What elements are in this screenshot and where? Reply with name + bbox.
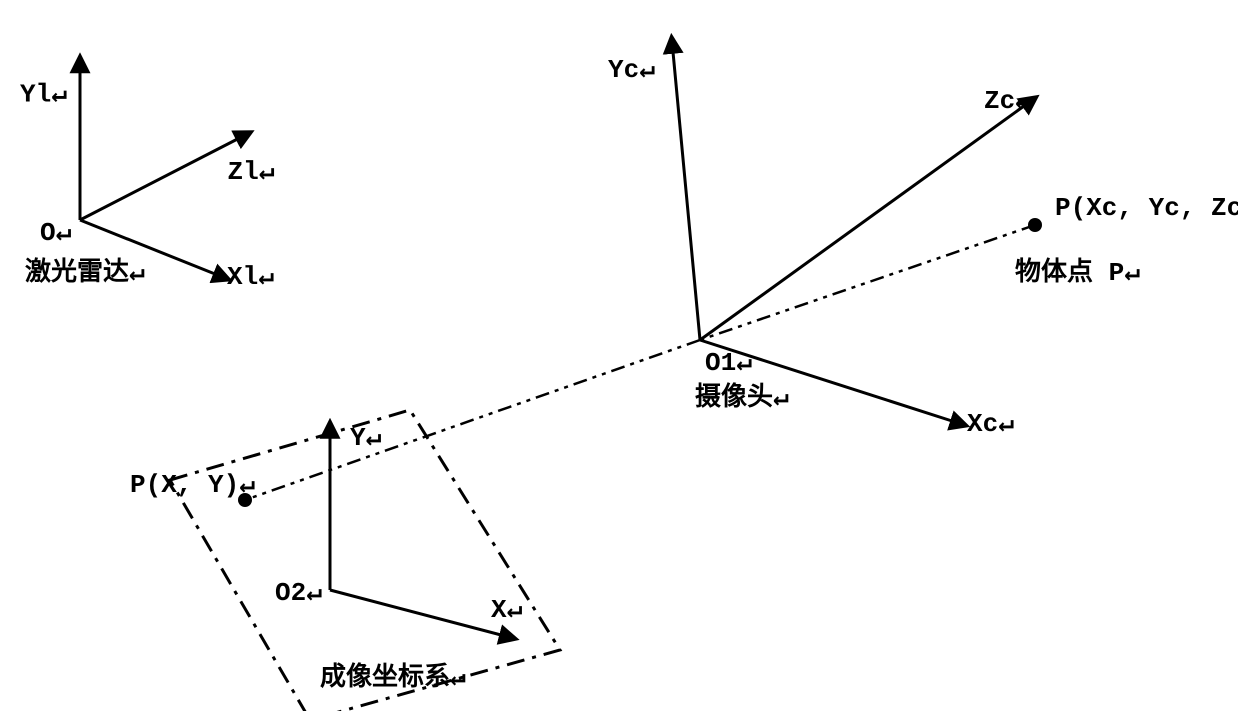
camera-axis-z-label: Zc↵	[984, 86, 1031, 116]
camera-axis-z	[700, 106, 1024, 340]
lidar-axis-z-label: Zl↵	[228, 157, 275, 187]
lidar-origin-label: O↵	[40, 218, 72, 248]
camera-axis-x-label: Xc↵	[967, 409, 1014, 439]
image-origin-label: O2↵	[275, 578, 322, 608]
camera-axis-y-label: Yc↵	[608, 55, 655, 85]
image-axis-x-label: X↵	[491, 595, 523, 625]
image-axis-x	[330, 590, 501, 635]
lidar-axis-z	[80, 139, 238, 220]
projection-ray-world	[700, 225, 1035, 340]
image-axis-y-label: Y↵	[350, 423, 382, 453]
lidar-axis-y-label: Yl↵	[20, 80, 67, 110]
projection-ray-image	[245, 340, 700, 500]
point-p-image-label: P(X, Y)↵	[130, 470, 255, 500]
point-p-world-label: P(Xc, Yc, Zc)↵	[1055, 193, 1238, 223]
camera-axis-y	[673, 52, 700, 340]
camera-caption: 摄像头↵	[695, 382, 789, 413]
point-p-world-caption: 物体点 P↵	[1015, 256, 1140, 288]
lidar-axis-x-label: Xl↵	[227, 262, 274, 292]
image-plane-caption: 成像坐标系↵	[320, 662, 466, 693]
lidar-caption: 激光雷达↵	[25, 256, 145, 288]
camera-origin-label: O1↵	[705, 348, 752, 378]
point-p-world	[1028, 218, 1042, 232]
